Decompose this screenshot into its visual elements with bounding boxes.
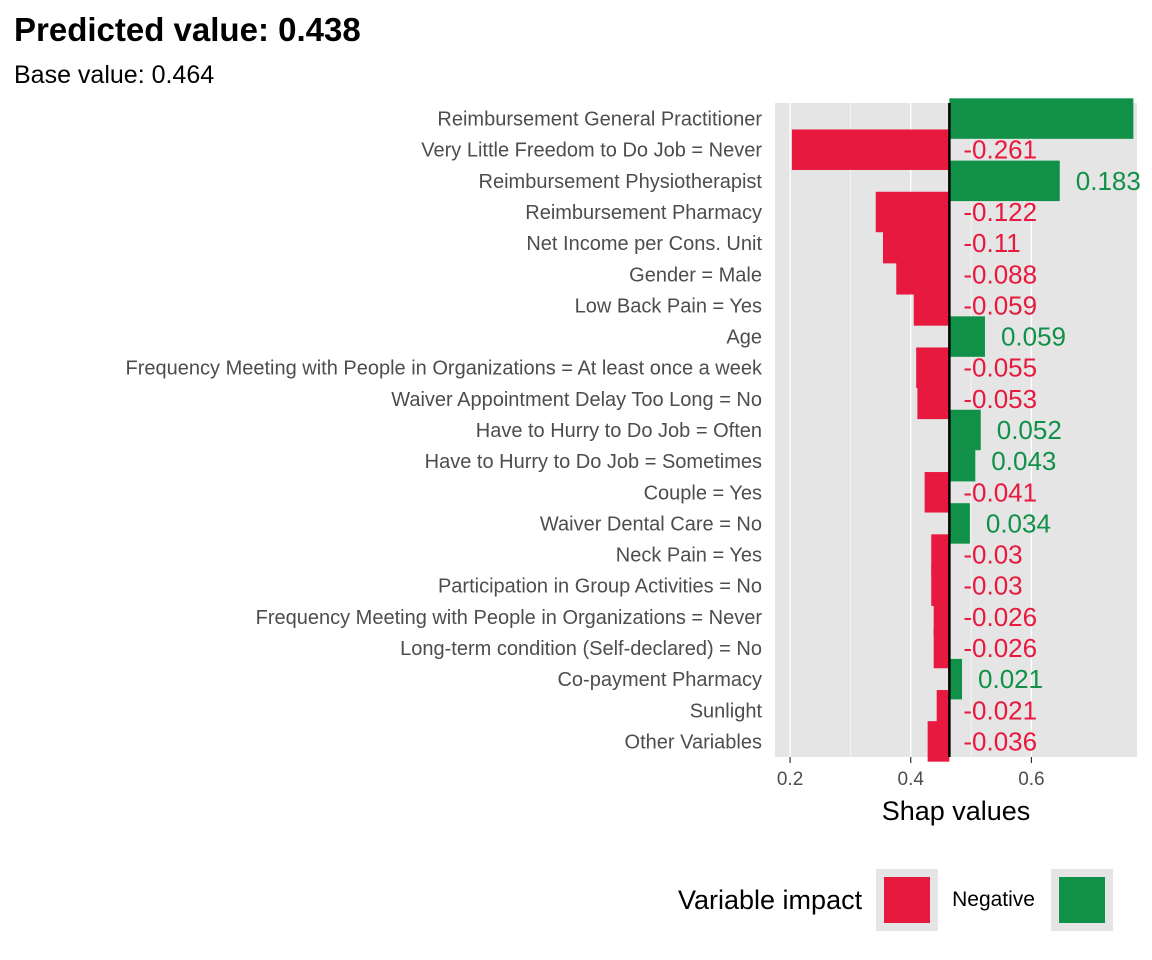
value-label: -0.122	[963, 197, 1037, 227]
category-label: Very Little Freedom to Do Job = Never	[421, 140, 762, 162]
legend-swatch-negative	[884, 877, 931, 923]
shap-bar	[931, 565, 950, 606]
bars	[791, 98, 1134, 762]
shap-bar	[917, 378, 950, 420]
value-label: -0.041	[963, 477, 1037, 507]
category-label: Neck Pain = Yes	[616, 545, 762, 567]
category-label: Reimbursement Pharmacy	[525, 202, 762, 224]
category-label: Frequency Meeting with People in Organiz…	[126, 358, 763, 380]
category-labels: Reimbursement General Practitioner Very L…	[126, 109, 763, 754]
value-label: -0.088	[963, 259, 1037, 289]
category-label: Couple = Yes	[644, 482, 762, 504]
category-label: Low Back Pain = Yes	[575, 295, 762, 317]
shap-bar	[949, 503, 970, 544]
category-label: Sunlight	[690, 700, 763, 722]
x-tick-label: 0.6	[1018, 769, 1044, 790]
chart-subtitle: Base value: 0.464	[14, 61, 215, 89]
shap-bar	[791, 129, 950, 170]
value-label: -0.026	[963, 633, 1037, 663]
x-axis: 0.2 0.4 0.6	[777, 757, 1045, 790]
value-labels: -0.2610.183-0.122-0.11-0.088-0.0590.059-…	[963, 135, 1140, 757]
value-label: -0.055	[963, 353, 1037, 383]
value-label: -0.261	[963, 135, 1037, 165]
legend-title: Variable impact	[678, 884, 863, 915]
x-tick-label: 0.4	[898, 769, 925, 790]
shap-bar	[931, 534, 950, 575]
shap-bar	[949, 658, 963, 700]
value-label: 0.034	[986, 508, 1051, 538]
value-label: 0.043	[991, 446, 1056, 476]
category-label: Other Variables	[625, 731, 762, 753]
shap-bar	[949, 98, 1134, 139]
category-label: Gender = Male	[629, 264, 762, 286]
category-label: Waiver Appointment Delay Too Long = No	[391, 389, 762, 411]
value-label: -0.053	[963, 384, 1037, 414]
category-label: Reimbursement Physiotherapist	[479, 171, 763, 193]
category-label: Have to Hurry to Do Job = Often	[476, 420, 762, 442]
legend: Variable impact Negative	[678, 868, 1113, 932]
shap-bar	[927, 721, 950, 762]
shap-bar	[933, 596, 950, 638]
category-label: Have to Hurry to Do Job = Sometimes	[425, 451, 762, 473]
value-label: -0.03	[963, 571, 1022, 601]
shap-bar	[949, 440, 976, 482]
value-label: -0.03	[963, 540, 1022, 570]
value-label: -0.021	[963, 695, 1037, 725]
value-label: 0.183	[1076, 166, 1141, 196]
category-label: Participation in Group Activities = No	[438, 576, 762, 598]
x-tick-label: 0.2	[777, 769, 803, 790]
category-label: Frequency Meeting with People in Organiz…	[256, 607, 763, 629]
category-label: Net Income per Cons. Unit	[526, 233, 762, 255]
chart-title: Predicted value: 0.438	[14, 11, 361, 48]
value-label: -0.059	[963, 290, 1037, 320]
category-label: Waiver Dental Care = No	[540, 513, 762, 535]
shap-bar	[933, 627, 950, 669]
shap-bar-chart: -0.2610.183-0.122-0.11-0.088-0.0590.059-…	[126, 98, 1141, 826]
value-label: 0.052	[997, 415, 1062, 445]
value-label: -0.026	[963, 602, 1037, 632]
category-label: Age	[726, 327, 762, 349]
value-label: 0.021	[978, 664, 1043, 694]
value-label: -0.036	[963, 726, 1037, 756]
value-label: -0.11	[963, 228, 1020, 258]
shap-bar	[949, 316, 985, 357]
shap-bar	[913, 285, 950, 326]
shap-bar	[936, 690, 950, 731]
shap-bar	[949, 160, 1060, 202]
legend-swatch-positive	[1058, 877, 1105, 923]
x-axis-title: Shap values	[882, 796, 1031, 826]
category-label: Reimbursement General Practitioner	[437, 109, 762, 131]
shap-bar	[924, 472, 950, 513]
legend-key-positive	[1050, 869, 1113, 931]
legend-key-negative	[876, 869, 939, 931]
value-label: 0.059	[1001, 322, 1066, 352]
category-label: Co-payment Pharmacy	[557, 669, 762, 691]
category-label: Long-term condition (Self-declared) = No	[400, 638, 762, 660]
legend-label-negative: Negative	[952, 888, 1035, 911]
